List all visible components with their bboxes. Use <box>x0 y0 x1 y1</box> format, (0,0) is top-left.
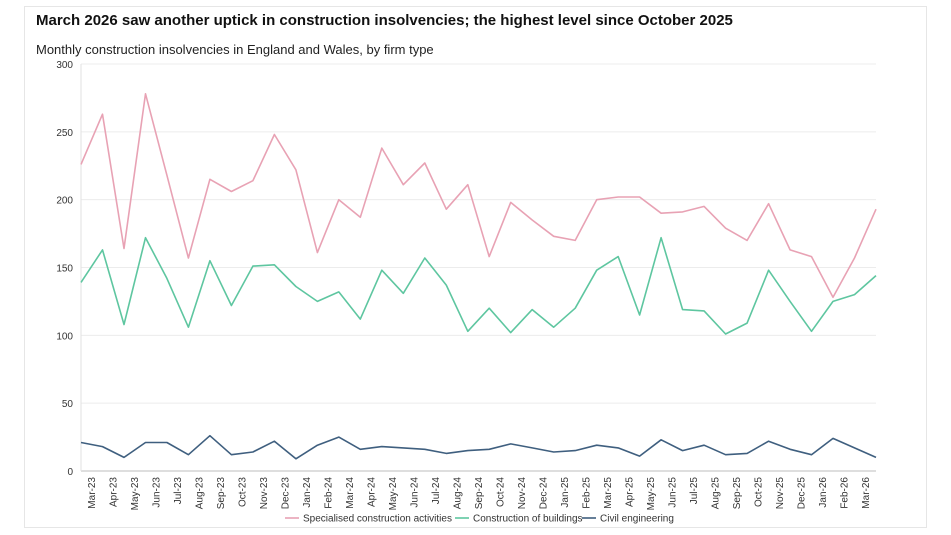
x-tick-label: Oct-25 <box>753 477 764 507</box>
x-tick-label: May-24 <box>388 477 399 511</box>
series-line-3 <box>80 434 877 460</box>
x-tick-label: Aug-24 <box>453 477 464 510</box>
y-tick-label: 300 <box>56 60 73 71</box>
x-tick-label: Apr-23 <box>109 477 120 507</box>
x-tick-label: Nov-25 <box>775 477 786 510</box>
x-tick-label: Feb-26 <box>839 477 850 509</box>
x-tick-label: Sep-23 <box>216 477 227 510</box>
x-tick-label: Dec-23 <box>281 477 292 510</box>
series-line-2 <box>80 236 877 335</box>
x-tick-label: Mar-24 <box>345 477 356 509</box>
x-tick-label: Sep-25 <box>732 477 743 510</box>
x-tick-label: Jan-25 <box>560 477 571 508</box>
x-tick-label: May-23 <box>130 477 141 511</box>
x-tick-label: Jun-23 <box>152 477 163 508</box>
x-tick-label: Jul-23 <box>173 477 184 505</box>
x-tick-label: Dec-24 <box>538 477 549 510</box>
x-tick-label: Sep-24 <box>474 477 485 510</box>
y-tick-label: 250 <box>56 128 73 139</box>
series-lines <box>80 93 877 460</box>
x-tick-label: Jul-24 <box>431 477 442 505</box>
x-tick-label: Mar-23 <box>87 477 98 509</box>
x-tick-label: Apr-25 <box>624 477 635 507</box>
x-tick-label: Nov-23 <box>259 477 270 510</box>
chart-title: March 2026 saw another uptick in constru… <box>36 12 733 29</box>
y-axis-ticks: 0 50 100 150 200 250 300 <box>56 60 73 478</box>
x-tick-label: Oct-24 <box>495 477 506 507</box>
x-tick-label: Jul-25 <box>689 477 700 505</box>
legend: Specialised construction activities Const… <box>285 514 674 525</box>
y-tick-label: 50 <box>62 399 74 410</box>
x-tick-label: Jun-24 <box>410 477 421 508</box>
x-tick-label: Jan-26 <box>818 477 829 508</box>
x-tick-label: Feb-24 <box>324 477 335 509</box>
legend-label: Construction of buildings <box>473 514 583 525</box>
y-tick-label: 200 <box>56 196 73 207</box>
x-tick-label: Dec-25 <box>796 477 807 510</box>
series-line-1 <box>80 93 877 299</box>
legend-label: Specialised construction activities <box>303 514 452 525</box>
x-tick-label: Aug-23 <box>195 477 206 510</box>
x-axis-ticks: Mar-23 Apr-23 May-23 Jun-23 Jul-23 Aug-23 Sep-… <box>87 477 872 511</box>
chart-subtitle: Monthly construction insolvencies in Eng… <box>36 42 434 57</box>
x-tick-label: Jun-25 <box>667 477 678 508</box>
y-tick-label: 0 <box>67 467 73 478</box>
x-tick-label: Feb-25 <box>581 477 592 509</box>
gridlines <box>80 63 876 472</box>
x-tick-label: Mar-26 <box>861 477 872 509</box>
x-tick-label: May-25 <box>646 477 657 511</box>
x-tick-label: Apr-24 <box>367 477 378 507</box>
y-tick-label: 100 <box>56 331 73 342</box>
x-tick-label: Oct-23 <box>238 477 249 507</box>
y-tick-label: 150 <box>56 264 73 275</box>
x-tick-label: Nov-24 <box>517 477 528 510</box>
x-tick-label: Mar-25 <box>603 477 614 509</box>
legend-label: Civil engineering <box>600 514 674 525</box>
x-tick-label: Jan-24 <box>302 477 313 508</box>
x-tick-label: Aug-25 <box>710 477 721 510</box>
